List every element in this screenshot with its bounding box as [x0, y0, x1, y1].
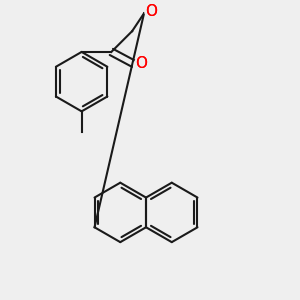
Text: O: O — [135, 56, 147, 71]
Text: O: O — [146, 4, 158, 19]
Text: O: O — [135, 56, 147, 71]
Text: O: O — [146, 4, 158, 19]
Circle shape — [145, 5, 158, 18]
Circle shape — [134, 57, 148, 70]
